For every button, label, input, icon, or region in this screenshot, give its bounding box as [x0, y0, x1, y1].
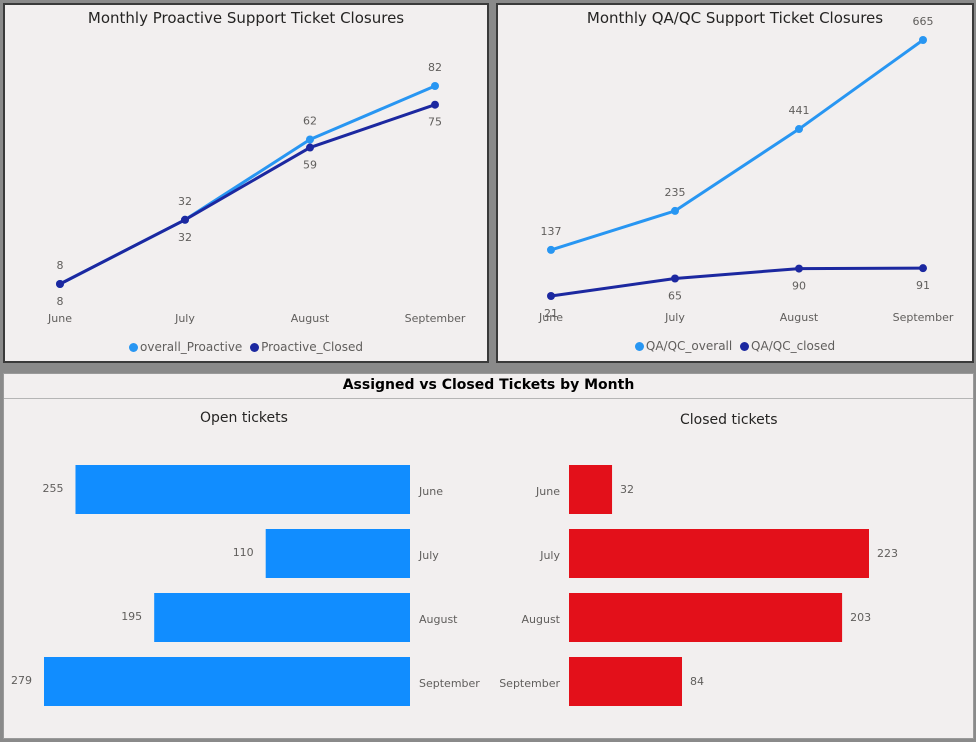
series-line-1	[550, 266, 924, 298]
closed-value-label: 203	[850, 611, 871, 624]
open-category-label: September	[419, 677, 480, 690]
qaqc-chart-panel: Monthly QA/QC Support Ticket Closures Ju…	[496, 3, 974, 363]
legend-dot	[634, 342, 644, 351]
closed-category-label: June	[535, 485, 560, 498]
closed-category-label: September	[499, 677, 560, 690]
data-label: 32	[178, 231, 192, 244]
data-label: 665	[913, 15, 934, 28]
data-label: 91	[916, 279, 930, 292]
data-label: 441	[789, 104, 810, 117]
open-value-label: 195	[121, 610, 142, 623]
data-point	[671, 206, 679, 215]
open-value-label: 255	[42, 482, 63, 495]
closed-bar	[569, 529, 869, 578]
bar-charts: 255 June 110 July 195 August 279 September 32 Jun…	[11, 465, 898, 706]
x-tick-label: June	[538, 311, 563, 324]
data-label: 8	[57, 295, 64, 308]
legend-label: overall_Proactive	[140, 340, 243, 354]
closed-bar	[569, 465, 613, 514]
data-label: 32	[178, 195, 192, 208]
legend-qaqc-overall[interactable]: QA/QC_overall	[634, 339, 733, 353]
proactive-chart-panel: Monthly Proactive Support Ticket Closure…	[3, 3, 489, 363]
open-category-label: July	[418, 549, 439, 562]
open-category-label: August	[419, 613, 458, 626]
x-tick-label: July	[664, 311, 685, 324]
legend-label: QA/QC_overall	[645, 339, 733, 353]
proactive-legend: overall_Proactive Proactive_Closed	[5, 340, 487, 354]
legend-overall-proactive[interactable]: overall_Proactive	[129, 340, 242, 354]
proactive-chart-title: Monthly Proactive Support Ticket Closure…	[87, 9, 405, 27]
data-point	[547, 292, 555, 300]
series-line-1	[59, 103, 436, 286]
data-label: 65	[668, 290, 682, 303]
data-label: 21	[544, 307, 558, 320]
data-point	[306, 135, 314, 144]
legend-dot	[250, 343, 260, 352]
data-point	[306, 143, 314, 152]
legend-label: Proactive_Closed	[261, 340, 363, 354]
x-tick-label: July	[174, 312, 195, 325]
proactive-line-chart: June July August September 8 32 62 82 8 32 59 75	[47, 61, 466, 325]
data-point	[431, 100, 439, 109]
x-tick-label: August	[780, 311, 819, 324]
legend-label: QA/QC_closed	[751, 339, 836, 353]
assigned-closed-title: Assigned vs Closed Tickets by Month	[342, 377, 635, 393]
closed-bar	[569, 657, 683, 706]
data-label: 235	[665, 186, 686, 199]
data-label: 75	[428, 116, 442, 129]
data-point	[547, 245, 555, 254]
data-label: 59	[303, 159, 317, 172]
data-label: 8	[57, 259, 64, 272]
data-label: 62	[303, 115, 317, 128]
data-point	[919, 36, 927, 44]
qaqc-line-chart: June July August September 137 235 441 665 21 65 9…	[538, 15, 954, 324]
data-label: 90	[792, 280, 806, 293]
open-bar	[265, 529, 410, 578]
legend-qaqc-closed[interactable]: QA/QC_closed	[740, 339, 835, 353]
x-tick-label: September	[893, 311, 954, 324]
open-bar	[154, 593, 410, 642]
data-point	[795, 264, 803, 273]
open-category-label: June	[418, 485, 443, 498]
data-point	[431, 82, 439, 90]
data-label: 137	[541, 225, 562, 238]
qaqc-chart-title: Monthly QA/QC Support Ticket Closures	[586, 9, 884, 27]
open-bar	[44, 657, 410, 706]
closed-category-label: July	[539, 549, 560, 562]
open-tickets-subtitle: Open tickets	[200, 410, 288, 426]
legend-dot	[129, 343, 139, 352]
closed-value-label: 223	[877, 547, 898, 560]
legend-dot	[740, 342, 750, 351]
series-line-0	[550, 38, 924, 252]
closed-bar	[569, 593, 843, 642]
closed-category-label: August	[522, 613, 561, 626]
open-bar	[75, 465, 410, 514]
assigned-closed-panel: Assigned vs Closed Tickets by Month Open…	[3, 373, 974, 739]
data-point	[671, 274, 679, 283]
data-point	[795, 125, 803, 134]
open-value-label: 110	[233, 546, 254, 559]
x-tick-label: June	[47, 312, 72, 325]
data-point	[56, 280, 64, 288]
title-divider	[4, 398, 973, 399]
x-tick-label: August	[291, 312, 330, 325]
qaqc-legend: QA/QC_overall QA/QC_closed	[498, 339, 972, 353]
data-point	[919, 264, 927, 273]
legend-proactive-closed[interactable]: Proactive_Closed	[250, 340, 363, 354]
closed-tickets-subtitle: Closed tickets	[680, 412, 778, 428]
closed-value-label: 32	[620, 483, 634, 496]
data-point	[181, 215, 189, 224]
closed-value-label: 84	[690, 675, 704, 688]
open-value-label: 279	[11, 674, 32, 687]
x-tick-label: September	[405, 312, 466, 325]
data-label: 82	[428, 61, 442, 74]
